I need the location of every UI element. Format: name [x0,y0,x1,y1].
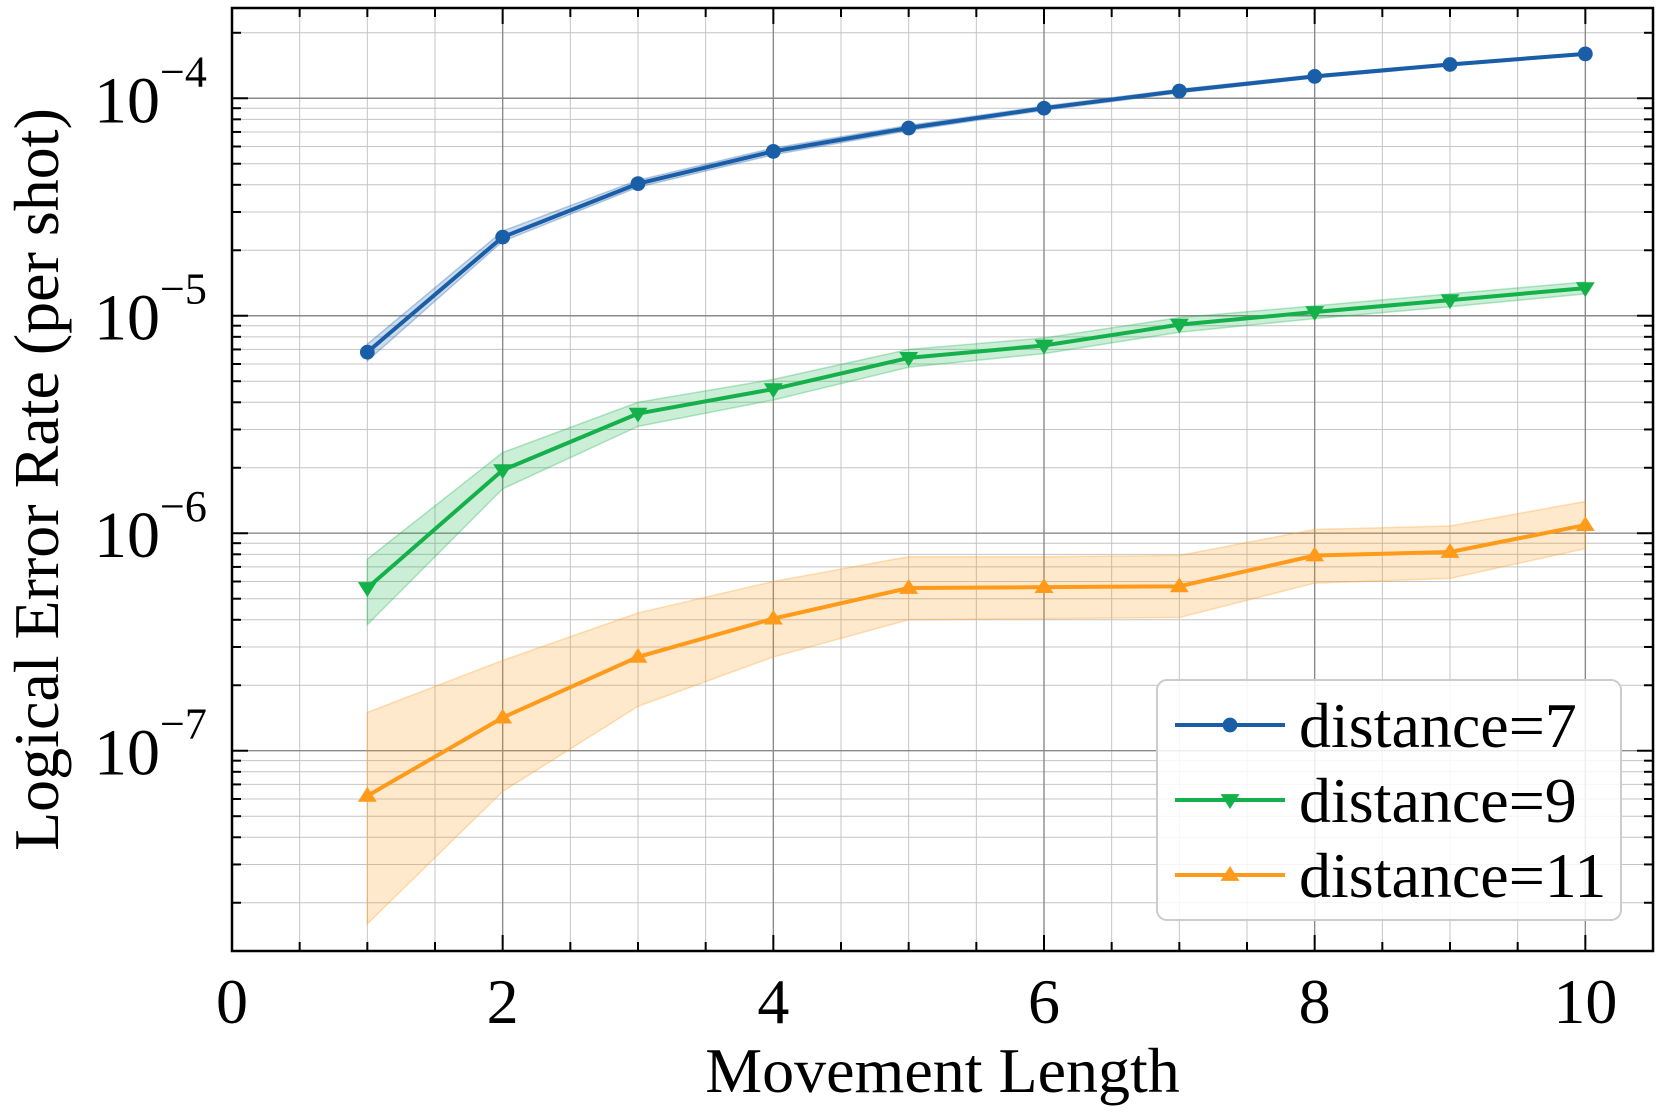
data-point [1577,46,1593,62]
y-tick-label: 10 [94,499,160,572]
data-point [1220,794,1240,809]
data-point [1034,339,1054,355]
legend-label: distance=9 [1299,765,1577,836]
data-point [765,143,781,159]
data-point [901,120,917,136]
data-point [1034,578,1054,594]
data-point [493,464,513,480]
data-point [899,579,919,594]
x-tick-label: 4 [757,966,789,1037]
x-tick-label: 6 [1028,966,1060,1037]
data-point [628,647,648,663]
y-tick-label: 10 [94,282,160,355]
y-tick-label: 10 [94,717,160,790]
series-markers [357,46,1595,802]
data-point [1575,516,1595,531]
plot-frame [230,6,1655,953]
data-point [357,786,377,802]
axis-ticks [232,8,1653,951]
confidence-band-2 [366,500,1587,926]
x-tick-label: 10 [1553,966,1617,1037]
series-lines [366,51,1586,798]
y-tick-labels: 10−710−610−510−4 [94,47,207,789]
y-tick-label-exponent: −4 [160,47,207,96]
data-point [359,344,375,360]
data-point [1440,294,1460,310]
y-tick-label: 10 [94,64,160,137]
legend-label: distance=11 [1299,840,1606,911]
y-tick-label-exponent: −7 [160,700,207,749]
x-tick-labels: 0 2 4 6 8 10 [216,966,1617,1037]
data-point [630,176,646,192]
legend-label: distance=7 [1299,690,1577,761]
data-point [1305,306,1325,322]
data-point [1305,546,1325,562]
data-point [1442,57,1458,72]
data-point [357,582,377,597]
data-point [628,407,648,423]
series-line-0 [366,51,1586,354]
data-point [1440,543,1460,558]
y-axis-title: Logical Error Rate (per shot) [1,108,72,851]
data-point [493,708,513,724]
y-tick-label-exponent: −6 [160,482,207,531]
data-point [1222,717,1238,733]
x-axis-title: Movement Length [705,1035,1180,1106]
data-point [1169,318,1189,334]
data-point [1220,866,1240,881]
data-point [1575,282,1595,298]
legend-box [1156,679,1622,921]
data-point [495,229,511,245]
data-point [899,352,919,367]
data-point [1036,100,1052,116]
x-tick-label: 2 [487,966,519,1037]
data-point [1171,83,1187,99]
x-tick-label: 8 [1299,966,1331,1037]
series-line-1 [366,286,1586,590]
y-tick-label-exponent: −5 [160,265,207,314]
data-point [763,383,783,399]
series-line-2 [366,523,1586,798]
x-tick-label: 0 [216,966,248,1037]
data-point [1307,69,1323,84]
data-point [1169,577,1189,593]
data-point [763,609,783,625]
